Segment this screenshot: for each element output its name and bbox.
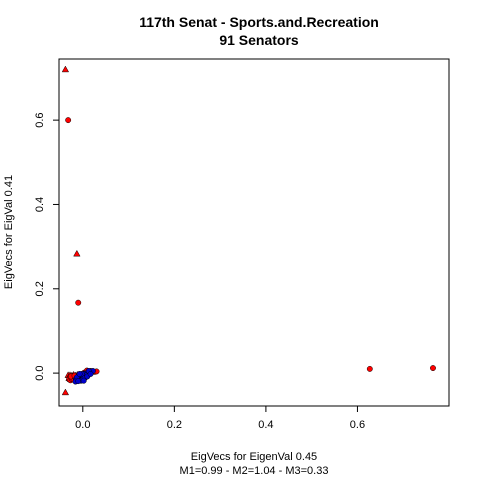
data-point-circle <box>76 371 83 377</box>
chart-title: 117th Senat - Sports.and.Recreation <box>139 14 379 30</box>
x-axis-sublabel: M1=0.99 - M2=1.04 - M3=0.33 <box>180 465 329 477</box>
data-point-circle <box>80 377 87 384</box>
data-points <box>61 65 436 396</box>
data-point-triangle <box>61 65 70 73</box>
data-point-circle <box>75 299 82 306</box>
x-tick-label: 0.6 <box>350 419 365 431</box>
data-point-circle <box>430 365 436 372</box>
x-tick-label: 0.2 <box>167 419 182 431</box>
chart-subtitle: 91 Senators <box>219 32 299 48</box>
y-tick-label: 0.2 <box>34 281 46 296</box>
data-point-circle <box>366 365 373 372</box>
data-point-circle <box>65 117 72 124</box>
data-point-circle <box>87 371 94 377</box>
x-axis: 0.0 0.2 0.4 0.6 <box>75 406 365 431</box>
y-axis: 0.0 0.2 0.4 0.6 <box>34 112 59 381</box>
x-tick-label: 0.0 <box>75 419 90 431</box>
y-tick-label: 0.6 <box>34 112 46 127</box>
y-axis-label: EigVecs for EigVal 0.41 <box>3 175 15 289</box>
x-tick-label: 0.4 <box>258 419 273 431</box>
plot-frame <box>58 58 450 407</box>
data-point-triangle <box>61 388 70 396</box>
y-tick-label: 0.0 <box>34 365 46 380</box>
y-tick-label: 0.4 <box>34 197 46 212</box>
data-point-triangle <box>73 249 81 257</box>
x-axis-label: EigVecs for EigenVal 0.45 <box>191 451 317 463</box>
